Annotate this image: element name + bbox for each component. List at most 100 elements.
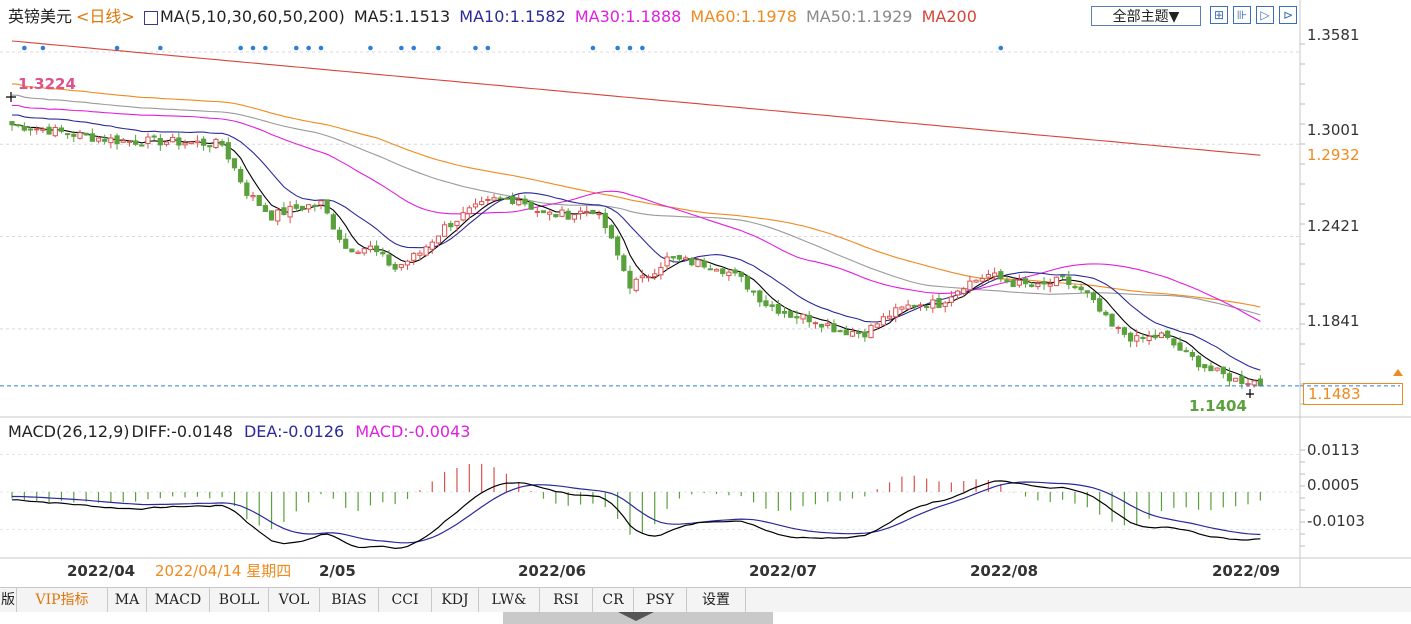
- grid-toggle-icon[interactable]: ⊞: [1210, 6, 1228, 24]
- signal-dot: [368, 45, 373, 51]
- tab-settings[interactable]: 设置: [687, 588, 746, 612]
- candle-up: [967, 280, 973, 291]
- ma200-value: MA200: [921, 7, 977, 26]
- candle-down: [176, 137, 182, 146]
- dea-line: [12, 481, 1261, 544]
- signal-dot: [22, 45, 27, 51]
- crosshair-high-icon: [6, 92, 16, 102]
- signal-dot: [998, 45, 1004, 51]
- ma-checkbox-icon[interactable]: [143, 10, 158, 25]
- chart-canvas[interactable]: [0, 0, 1411, 587]
- tab-board[interactable]: 版: [0, 588, 17, 612]
- signal-dot: [293, 45, 299, 51]
- split-view-icon[interactable]: ⊪: [1233, 6, 1251, 24]
- candle-down: [818, 323, 825, 328]
- candle-up: [404, 260, 411, 266]
- candle-up: [355, 251, 361, 254]
- candle-down: [157, 137, 163, 146]
- candle-down: [602, 212, 608, 229]
- tab-cr[interactable]: CR: [593, 588, 634, 612]
- candle-up: [695, 259, 701, 267]
- candle-up: [1245, 383, 1251, 386]
- candle-down: [374, 245, 380, 253]
- period-label[interactable]: <日线>: [76, 7, 135, 26]
- candle-up: [275, 209, 281, 222]
- candle-down: [9, 121, 15, 126]
- candle-up: [466, 207, 472, 215]
- candle-down: [911, 304, 917, 307]
- candle-up: [886, 315, 893, 319]
- candle-up: [398, 264, 404, 268]
- candle-down: [244, 182, 250, 196]
- candle-up: [213, 138, 219, 148]
- candle-up: [917, 304, 924, 307]
- candle-down: [590, 209, 596, 215]
- candle-down: [775, 304, 781, 314]
- candle-up: [361, 248, 367, 254]
- candle-down: [1022, 278, 1029, 285]
- play-icon[interactable]: ▷: [1256, 6, 1274, 24]
- signal-dot: [473, 45, 478, 51]
- candle-down: [707, 268, 713, 271]
- candle-down: [225, 142, 231, 160]
- current-price-box: 1.1483: [1303, 383, 1403, 405]
- candle-up: [163, 141, 170, 145]
- candle-down: [769, 304, 775, 307]
- candle-down: [924, 305, 930, 309]
- candle-down: [268, 210, 275, 221]
- candle-down: [1189, 352, 1195, 357]
- tab-vip[interactable]: VIP指标: [17, 588, 108, 612]
- candle-down: [46, 126, 52, 135]
- candle-down: [219, 141, 225, 146]
- candle-down: [139, 144, 145, 147]
- candle-up: [1115, 326, 1121, 329]
- macd-params[interactable]: MACD(26,12,9): [8, 422, 130, 441]
- candle-down: [837, 330, 843, 333]
- candle-down: [1109, 313, 1115, 327]
- candle-down: [21, 126, 27, 131]
- tab-cci[interactable]: CCI: [379, 588, 432, 612]
- candle-up: [880, 316, 886, 326]
- moving-averages: [11, 40, 1261, 382]
- tab-rsi[interactable]: RSI: [540, 588, 593, 612]
- candle-down: [151, 135, 157, 138]
- candle-up: [726, 271, 732, 277]
- tab-bias[interactable]: BIAS: [320, 588, 379, 612]
- candle-down: [522, 198, 528, 205]
- tab-psy[interactable]: PSY: [634, 588, 687, 612]
- tab-ma[interactable]: MA: [108, 588, 147, 612]
- candle-up: [874, 323, 880, 328]
- candle-up: [40, 128, 46, 131]
- tab-boll[interactable]: BOLL: [210, 588, 269, 612]
- candle-down: [1103, 311, 1109, 316]
- candle-up: [683, 257, 689, 260]
- candle-down: [1171, 338, 1177, 346]
- candle-down: [1140, 336, 1146, 339]
- fast-forward-icon[interactable]: ⊳: [1279, 6, 1297, 24]
- scroll-down-arrow-icon[interactable]: [618, 612, 654, 621]
- tab-vol[interactable]: VOL: [269, 588, 320, 612]
- candle-up: [905, 304, 911, 310]
- tab-lw[interactable]: LW&: [479, 588, 540, 612]
- signal-dot: [158, 45, 163, 51]
- ma50-value: MA50:1.1929: [806, 7, 913, 26]
- price-tick-2: 1.3001: [1307, 121, 1360, 139]
- candle-down: [540, 210, 547, 214]
- candlesticks: [9, 121, 1263, 389]
- candle-down: [238, 168, 244, 183]
- candle-up: [423, 246, 429, 256]
- candle-down: [58, 127, 65, 132]
- tab-macd[interactable]: MACD: [147, 588, 210, 612]
- candle-down: [528, 201, 534, 210]
- candle-down: [1097, 298, 1103, 312]
- candle-up: [633, 278, 639, 291]
- candle-up: [713, 268, 720, 272]
- tab-kdj[interactable]: KDJ: [432, 588, 479, 612]
- candle-down: [1127, 332, 1134, 342]
- price-tick-3: 1.2421: [1307, 217, 1360, 235]
- theme-dropdown[interactable]: 全部主题▼: [1091, 6, 1201, 26]
- symbol-label[interactable]: 英镑美元: [8, 7, 73, 26]
- high-annotation: 1.3224: [18, 75, 76, 93]
- ma30-value: MA30:1.1888: [574, 7, 682, 26]
- signal-dots: [22, 45, 1004, 51]
